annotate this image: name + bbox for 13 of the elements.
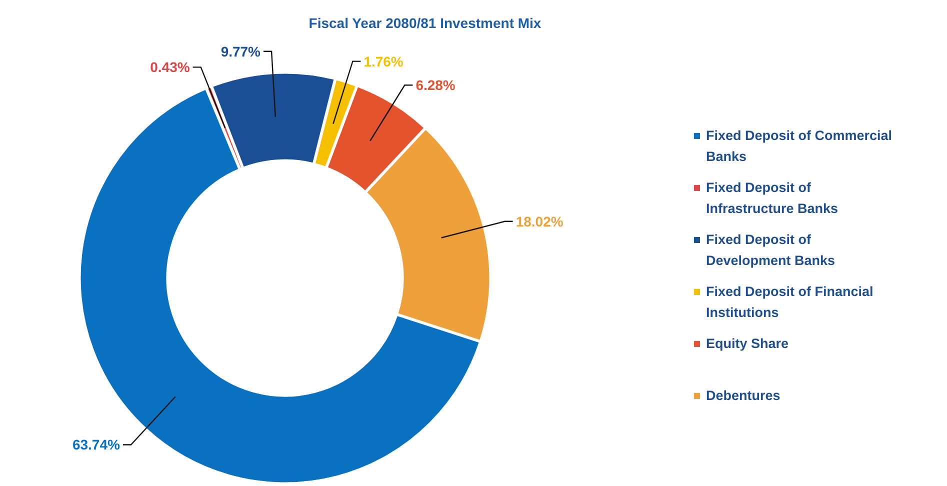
legend-label: Fixed Deposit of Commercial Banks [706, 128, 892, 164]
data-label: 0.43% [150, 59, 190, 76]
data-label: 6.28% [416, 77, 456, 94]
legend-label: Equity Share [706, 336, 790, 351]
data-label: 9.77% [220, 43, 262, 60]
legend-label: Fixed Deposit of Development Banks [706, 232, 836, 268]
data-label: 1.76% [364, 53, 404, 70]
legend-label: Fixed Deposit of Financial Institutions [706, 284, 874, 320]
data-label: 63.74% [72, 436, 121, 453]
data-label: 18.02% [516, 213, 564, 230]
chart-title: Fiscal Year 2080/81 Investment Mix [308, 15, 542, 31]
legend-label: Fixed Deposit of Infrastructure Banks [706, 180, 838, 216]
legend-label: Debentures [706, 388, 780, 403]
